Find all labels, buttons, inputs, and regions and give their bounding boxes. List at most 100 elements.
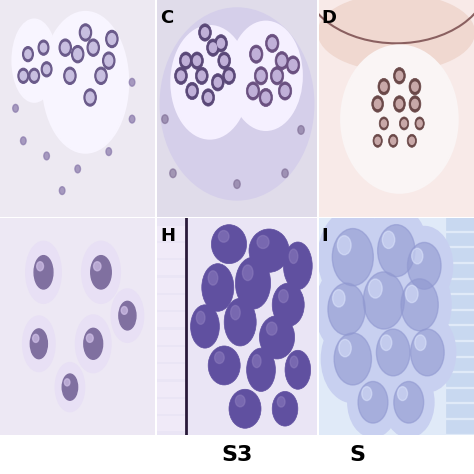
Circle shape: [322, 316, 384, 402]
Circle shape: [350, 253, 418, 348]
Circle shape: [66, 71, 74, 81]
Circle shape: [44, 65, 50, 73]
Circle shape: [384, 368, 434, 437]
Circle shape: [218, 38, 225, 48]
Circle shape: [298, 126, 304, 134]
Circle shape: [412, 248, 423, 264]
Ellipse shape: [252, 355, 261, 368]
Circle shape: [44, 152, 49, 160]
Circle shape: [13, 104, 18, 112]
Bar: [157, 347, 186, 361]
Circle shape: [333, 290, 345, 307]
Text: S3: S3: [221, 445, 253, 465]
Ellipse shape: [62, 374, 78, 400]
Ellipse shape: [56, 363, 84, 411]
Circle shape: [95, 67, 107, 84]
Bar: [157, 382, 186, 396]
Circle shape: [97, 71, 105, 81]
Bar: [157, 243, 186, 257]
Bar: [446, 295, 474, 308]
Circle shape: [262, 92, 270, 103]
Circle shape: [41, 62, 52, 77]
Circle shape: [129, 115, 135, 123]
Circle shape: [106, 148, 111, 155]
Ellipse shape: [208, 346, 240, 385]
Bar: [157, 416, 186, 430]
Bar: [446, 217, 474, 230]
Circle shape: [226, 71, 233, 81]
Circle shape: [316, 266, 378, 353]
Circle shape: [249, 45, 263, 63]
Circle shape: [417, 120, 422, 127]
Circle shape: [38, 40, 49, 55]
Ellipse shape: [36, 262, 44, 271]
Circle shape: [415, 117, 424, 130]
Ellipse shape: [341, 46, 458, 193]
Circle shape: [20, 137, 26, 145]
Circle shape: [289, 60, 297, 71]
Circle shape: [328, 283, 365, 335]
Bar: [157, 399, 186, 413]
Ellipse shape: [161, 9, 313, 199]
Ellipse shape: [12, 19, 56, 102]
Circle shape: [339, 339, 351, 357]
Ellipse shape: [246, 348, 275, 392]
Ellipse shape: [119, 301, 136, 330]
Circle shape: [383, 231, 395, 248]
Bar: [446, 404, 474, 417]
Ellipse shape: [229, 389, 261, 428]
Bar: [446, 233, 474, 246]
Circle shape: [61, 42, 69, 53]
Circle shape: [275, 52, 289, 70]
Circle shape: [412, 100, 418, 109]
Circle shape: [378, 225, 415, 277]
Circle shape: [74, 49, 82, 60]
Circle shape: [221, 56, 228, 65]
Circle shape: [86, 92, 94, 103]
Ellipse shape: [272, 283, 304, 327]
Circle shape: [259, 88, 273, 107]
Circle shape: [389, 262, 451, 348]
Circle shape: [29, 68, 40, 83]
Circle shape: [409, 78, 421, 95]
Circle shape: [195, 67, 208, 84]
Ellipse shape: [27, 242, 61, 302]
Circle shape: [278, 55, 286, 66]
Ellipse shape: [259, 316, 295, 359]
Circle shape: [129, 78, 135, 86]
Circle shape: [31, 72, 37, 80]
Circle shape: [389, 134, 398, 147]
Ellipse shape: [249, 229, 289, 273]
Circle shape: [401, 279, 438, 331]
Ellipse shape: [202, 264, 234, 311]
Circle shape: [199, 24, 211, 41]
Bar: [157, 260, 186, 274]
Circle shape: [59, 39, 72, 56]
Circle shape: [373, 134, 383, 147]
Ellipse shape: [242, 265, 253, 281]
Bar: [446, 248, 474, 261]
Circle shape: [409, 96, 421, 112]
Circle shape: [106, 30, 118, 48]
Ellipse shape: [43, 12, 128, 153]
Ellipse shape: [211, 225, 246, 264]
Circle shape: [215, 35, 228, 52]
Circle shape: [396, 100, 403, 109]
Circle shape: [191, 52, 203, 69]
Circle shape: [201, 27, 209, 37]
Circle shape: [87, 39, 100, 56]
Bar: [157, 278, 186, 292]
Bar: [446, 373, 474, 386]
Ellipse shape: [272, 392, 298, 426]
Circle shape: [381, 120, 386, 127]
Circle shape: [23, 46, 33, 62]
Bar: [446, 280, 474, 292]
Ellipse shape: [33, 334, 39, 342]
Circle shape: [365, 313, 421, 392]
Ellipse shape: [196, 311, 205, 324]
Circle shape: [348, 368, 398, 437]
Bar: [157, 330, 186, 344]
Circle shape: [207, 39, 219, 56]
Ellipse shape: [191, 305, 219, 348]
Circle shape: [337, 236, 351, 255]
